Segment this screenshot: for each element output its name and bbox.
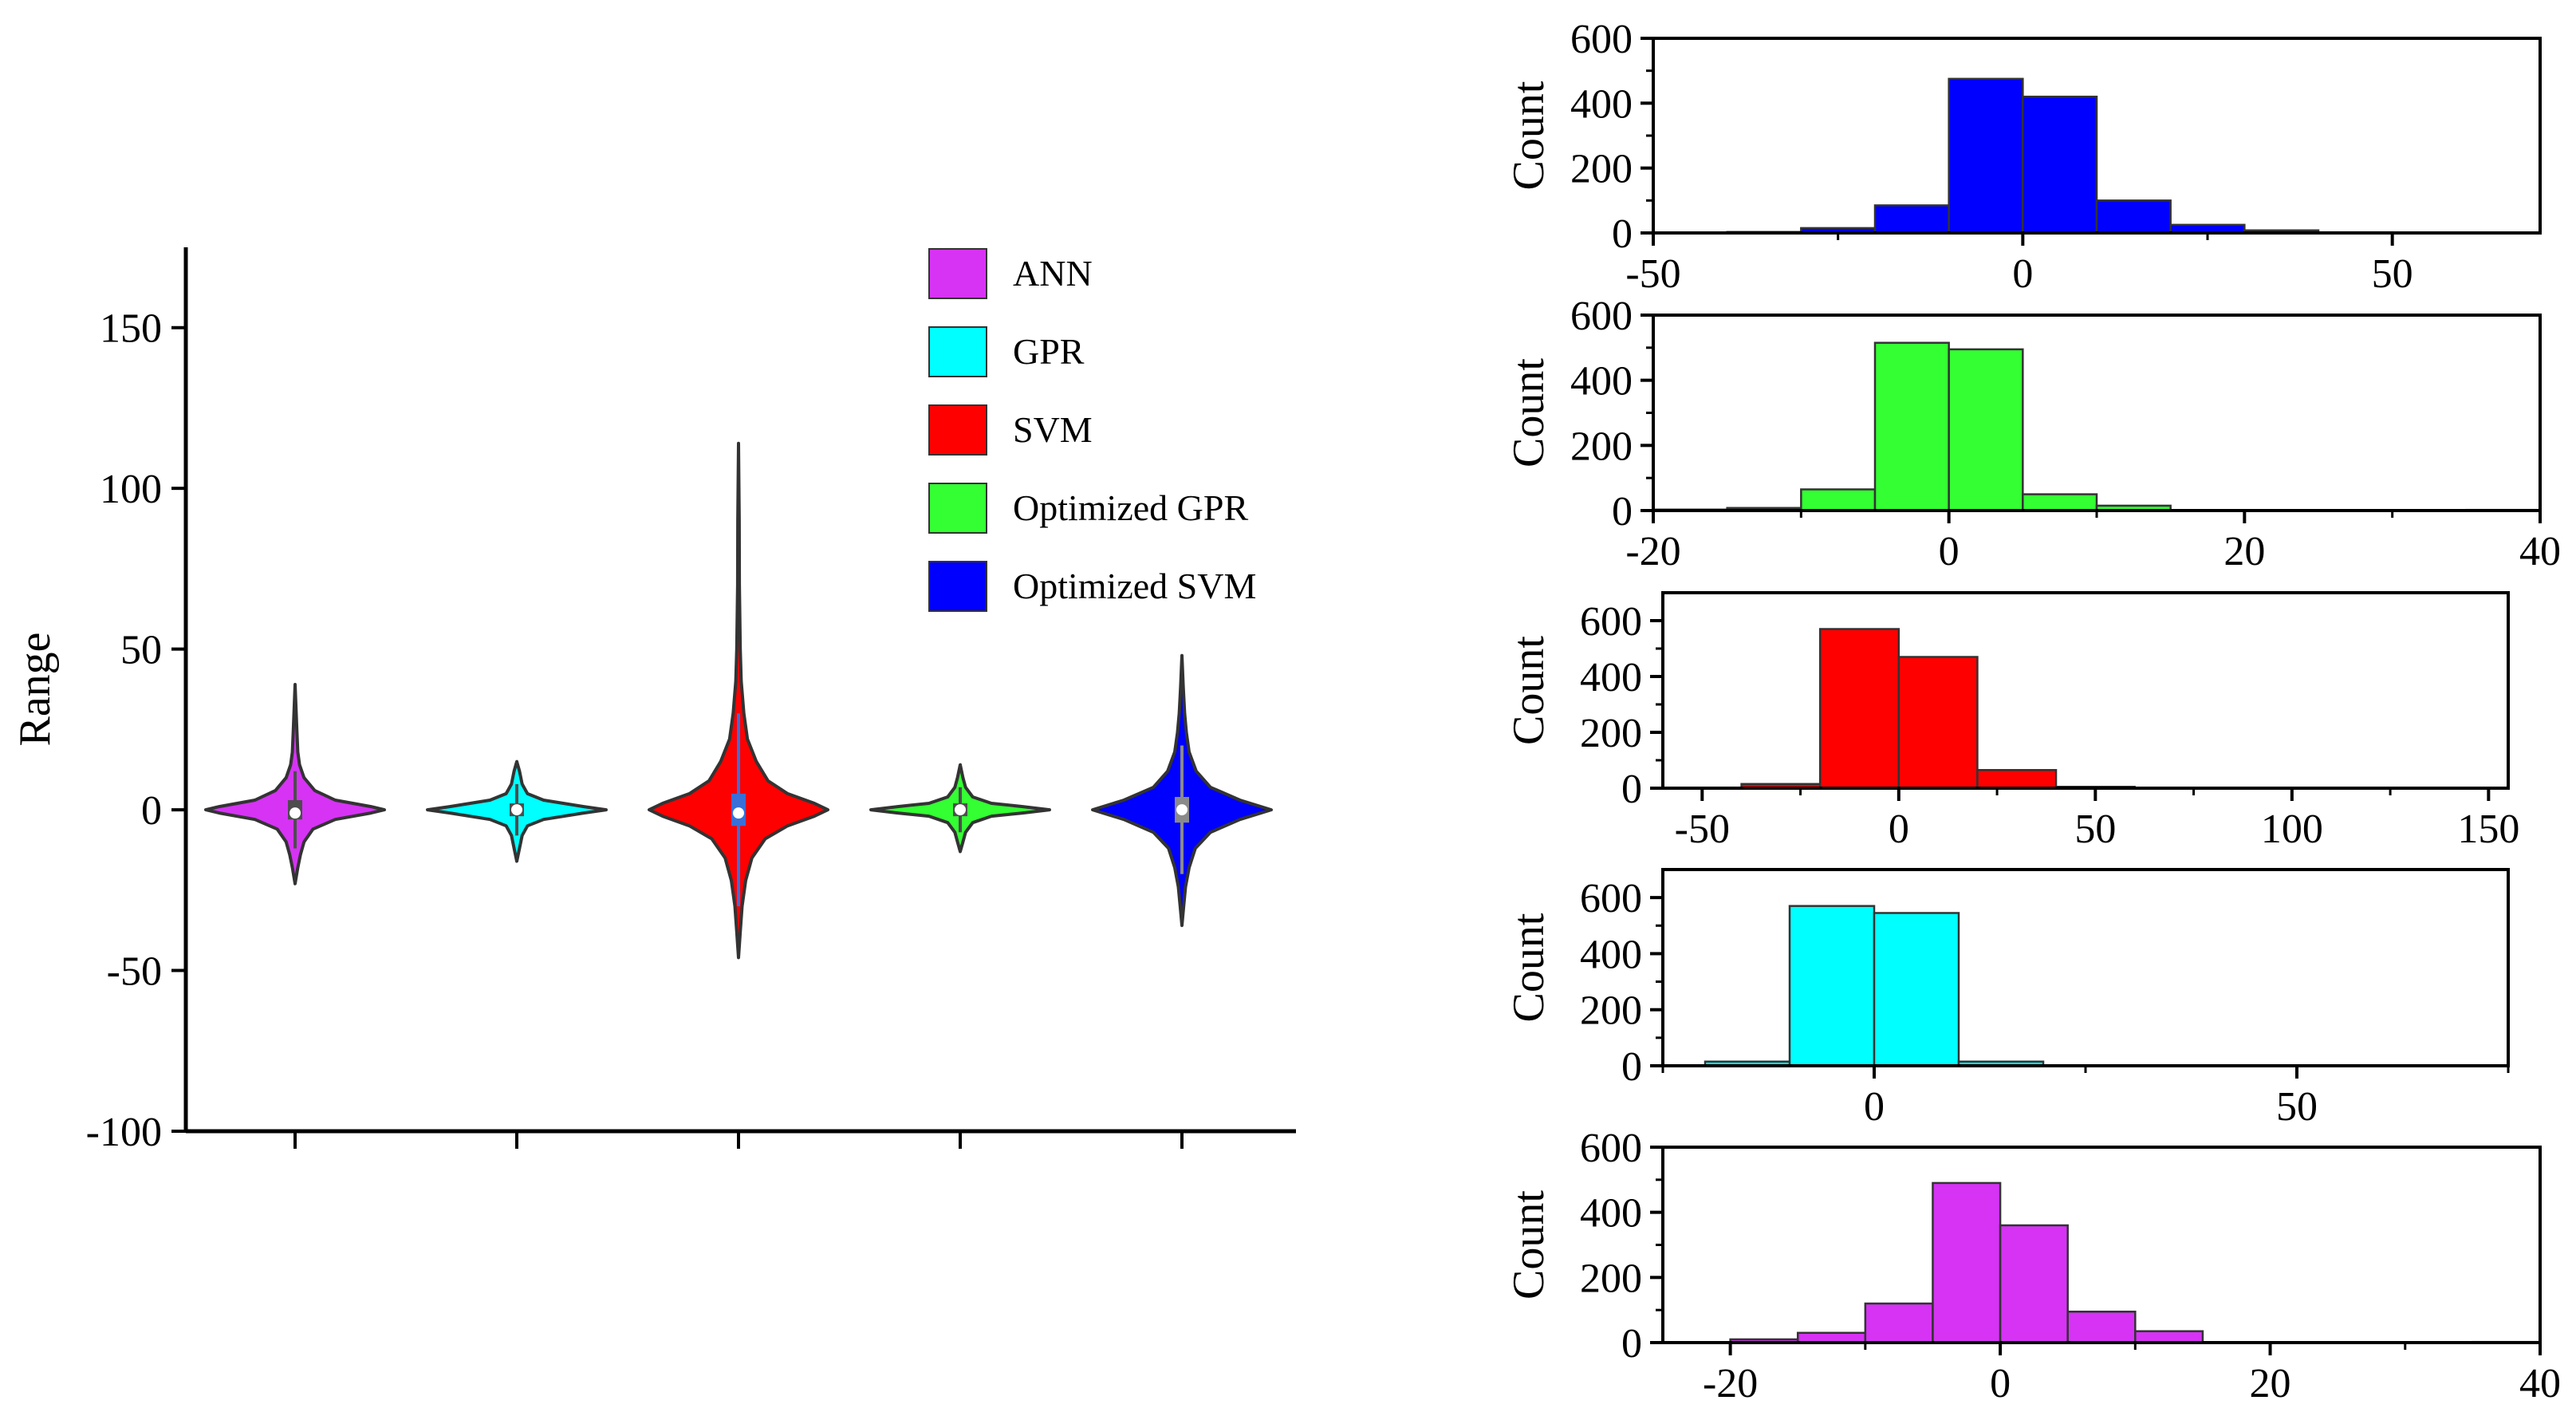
histogram-bar xyxy=(1948,77,2024,235)
histogram-x-tick-label: 20 xyxy=(2223,529,2265,574)
histogram-y-tick-label: 600 xyxy=(1580,599,1642,645)
histogram-panel: 0 200 400 600 -20 0 20 40 Count xyxy=(1504,1126,2561,1406)
histogram-bar xyxy=(1788,905,1876,1067)
histogram-panel: 0 200 400 600 0 50 Count xyxy=(1504,868,2510,1130)
histogram-panel: 0 200 400 600 -50 0 50 100 150 Count xyxy=(1504,591,2519,852)
histogram-bar xyxy=(2095,199,2172,235)
histogram-frame xyxy=(1661,591,2510,790)
histogram-y-tick-label: 600 xyxy=(1570,294,1633,339)
histogram-y-axis-title: Count xyxy=(1504,81,1554,190)
violin-y-tick-label: 100 xyxy=(100,467,162,512)
histogram-x-tick-label: -20 xyxy=(1625,529,1680,574)
violin-body xyxy=(648,441,829,960)
histogram-x-tick-label: 40 xyxy=(2519,1361,2561,1406)
histogram-bar xyxy=(1873,204,1950,235)
histogram-y-tick-label: 400 xyxy=(1580,655,1642,700)
violin-y-tick-label: 50 xyxy=(120,628,162,673)
violin-median-dot xyxy=(290,807,301,819)
legend-swatch xyxy=(928,404,987,456)
histogram-y-tick-label: 600 xyxy=(1570,17,1633,62)
histogram-y-tick-label: 0 xyxy=(1612,489,1633,534)
violin-median-dot xyxy=(733,807,744,819)
histogram-y-axis-title: Count xyxy=(1504,358,1554,467)
violin-chart: -100 -50 0 50 100 150 Range ANN GPR SVM Optimized … xyxy=(10,247,1296,1155)
histogram-y-tick-label: 400 xyxy=(1570,81,1633,127)
histogram-x-tick-label: -20 xyxy=(1703,1361,1758,1406)
legend-swatch xyxy=(928,561,987,612)
histogram-y-tick-label: 400 xyxy=(1580,932,1642,977)
histogram-x-tick-label: 100 xyxy=(2261,807,2323,852)
histogram-x-tick-label: -50 xyxy=(1625,251,1680,297)
histogram-y-axis-title: Count xyxy=(1504,636,1554,745)
histogram-y-axis-title: Count xyxy=(1504,913,1554,1022)
legend-label: Optimized GPR xyxy=(1013,487,1248,528)
histogram-bar xyxy=(2066,1310,2137,1344)
histogram-y-tick-label: 200 xyxy=(1570,147,1633,192)
histogram-y-tick-label: 0 xyxy=(1621,1321,1642,1367)
histogram-bar xyxy=(1976,769,2058,790)
histogram-bar xyxy=(1864,1302,1934,1344)
legend-label: Optimized SVM xyxy=(1013,566,1256,606)
histogram-x-tick-label: 0 xyxy=(1889,807,1909,852)
histogram-y-tick-label: 600 xyxy=(1580,1126,1642,1171)
histogram-bar xyxy=(1932,1181,2002,1344)
histogram-x-tick-label: 0 xyxy=(1864,1084,1885,1130)
histogram-y-tick-label: 200 xyxy=(1570,424,1633,469)
histogram-y-tick-label: 200 xyxy=(1580,988,1642,1034)
violin-y-axis-title: Range xyxy=(10,632,60,746)
histogram-bar xyxy=(1818,628,1900,790)
histogram-bar xyxy=(1897,656,1979,790)
histogram-y-axis-title: Count xyxy=(1504,1190,1554,1300)
violin-median-dot xyxy=(511,804,522,816)
histogram-y-tick-label: 0 xyxy=(1621,1044,1642,1090)
histogram-x-tick-label: 50 xyxy=(2372,251,2413,297)
histogram-bar xyxy=(1873,341,1950,512)
histogram-y-tick-label: 0 xyxy=(1612,211,1633,257)
histogram-bar xyxy=(1999,1224,2069,1344)
violin-y-tick-label: 150 xyxy=(100,306,162,352)
violin-y-tick-label: 0 xyxy=(141,788,162,834)
histogram-y-tick-label: 400 xyxy=(1580,1191,1642,1237)
histogram-x-tick-label: 40 xyxy=(2519,529,2561,574)
violin-median-dot xyxy=(1176,804,1188,816)
histogram-y-tick-label: 0 xyxy=(1621,767,1642,812)
violin-y-tick-label: -50 xyxy=(107,949,162,995)
legend-label: SVM xyxy=(1013,409,1093,450)
violin-median-dot xyxy=(955,804,966,816)
histogram-bar xyxy=(1873,912,1960,1067)
legend-swatch xyxy=(928,483,987,534)
legend-label: ANN xyxy=(1013,253,1093,294)
histogram-x-tick-label: 50 xyxy=(2074,807,2116,852)
histogram-x-tick-label: -50 xyxy=(1675,807,1730,852)
histogram-x-tick-label: 50 xyxy=(2276,1084,2318,1130)
histogram-y-tick-label: 400 xyxy=(1570,359,1633,404)
histogram-bar xyxy=(2134,1330,2204,1344)
histogram-y-tick-label: 600 xyxy=(1580,876,1642,921)
histogram-x-tick-label: 0 xyxy=(2012,251,2033,297)
histogram-bar xyxy=(2022,493,2098,512)
histogram-y-tick-label: 200 xyxy=(1580,1256,1642,1301)
histogram-bar xyxy=(1800,488,1877,512)
histogram-x-tick-label: 0 xyxy=(1939,529,1960,574)
histogram-x-tick-label: 20 xyxy=(2250,1361,2291,1406)
legend-label: GPR xyxy=(1013,331,1085,372)
histogram-x-tick-label: 150 xyxy=(2457,807,2519,852)
histogram-bar xyxy=(1948,348,2024,512)
histogram-y-tick-label: 200 xyxy=(1580,711,1642,756)
histogram-x-tick-label: 0 xyxy=(1990,1361,2011,1406)
histogram-bar xyxy=(2022,95,2098,235)
legend-swatch xyxy=(928,326,987,377)
legend-swatch xyxy=(928,248,987,299)
violin-y-tick-label: -100 xyxy=(86,1110,162,1155)
